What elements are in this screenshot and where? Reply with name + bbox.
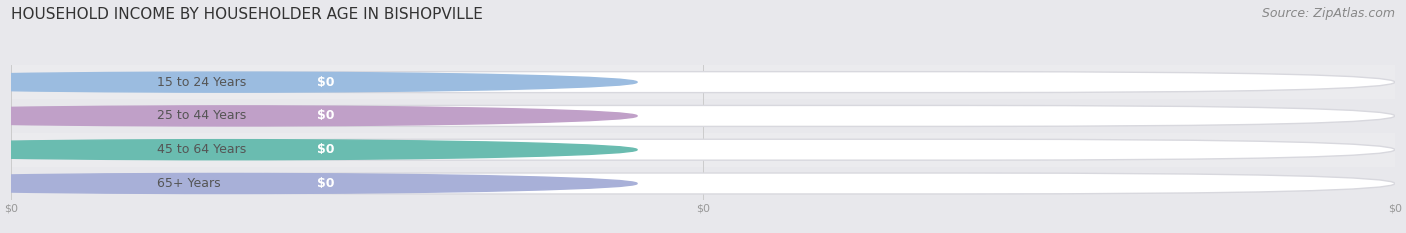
Bar (11, 99, 1395, 133)
Bar (11, 167, 1395, 200)
FancyBboxPatch shape (11, 173, 1395, 194)
FancyBboxPatch shape (11, 106, 1395, 126)
Bar (11, 65, 1395, 99)
Text: $0: $0 (318, 76, 335, 89)
FancyBboxPatch shape (101, 107, 551, 124)
Circle shape (0, 173, 637, 194)
FancyBboxPatch shape (101, 74, 551, 91)
Circle shape (0, 72, 637, 92)
FancyBboxPatch shape (101, 141, 551, 158)
Text: 45 to 64 Years: 45 to 64 Years (156, 143, 246, 156)
FancyBboxPatch shape (101, 175, 551, 192)
Text: 15 to 24 Years: 15 to 24 Years (156, 76, 246, 89)
Circle shape (0, 106, 637, 126)
FancyBboxPatch shape (11, 139, 1395, 160)
Text: 25 to 44 Years: 25 to 44 Years (156, 110, 246, 122)
Text: HOUSEHOLD INCOME BY HOUSEHOLDER AGE IN BISHOPVILLE: HOUSEHOLD INCOME BY HOUSEHOLDER AGE IN B… (11, 7, 484, 22)
FancyBboxPatch shape (11, 72, 1395, 93)
Bar (11, 133, 1395, 167)
Text: Source: ZipAtlas.com: Source: ZipAtlas.com (1261, 7, 1395, 20)
Text: $0: $0 (318, 177, 335, 190)
Text: $0: $0 (318, 143, 335, 156)
Circle shape (0, 140, 637, 160)
Text: 65+ Years: 65+ Years (156, 177, 221, 190)
Text: $0: $0 (318, 110, 335, 122)
